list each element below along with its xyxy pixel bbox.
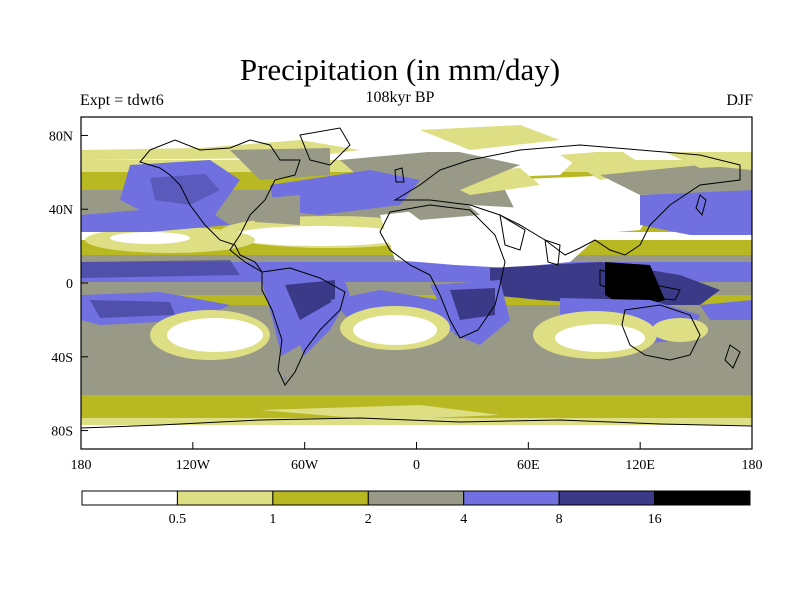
colorbar-swatch [463, 490, 560, 506]
season-label: DJF [726, 92, 753, 109]
experiment-label: Expt = tdwt6 [80, 92, 164, 109]
lat-tick-label: 40N [49, 203, 73, 218]
lat-tick-label: 80N [49, 129, 73, 144]
period-label: 108kyr BP [365, 89, 435, 106]
colorbar-label: 4 [460, 512, 467, 527]
colorbar-label: 8 [556, 512, 563, 527]
lon-tick-label: 180 [742, 458, 763, 473]
coastlines [81, 127, 752, 429]
colorbar-swatch [176, 490, 274, 506]
colorbar-swatch [367, 490, 465, 506]
colorbar-label: 2 [365, 512, 372, 527]
lon-tick-label: 120E [625, 458, 655, 473]
lat-tick-label: 0 [66, 277, 73, 292]
lon-tick-label: 120W [176, 458, 211, 473]
lon-tick-label: 180 [71, 458, 92, 473]
colorbar: 0.5 1 2 4 8 16 [81, 490, 751, 527]
precipitation-field [81, 117, 752, 449]
lat-tick-label: 80S [51, 425, 73, 440]
map-title: Precipitation (in mm/day) [239, 52, 561, 87]
colorbar-swatch [272, 490, 369, 506]
longitude-axis: 180 120W 60W 0 60E 120E 180 [71, 442, 763, 473]
lon-tick-label: 0 [413, 458, 420, 473]
colorbar-swatch [558, 490, 656, 506]
colorbar-label: 16 [648, 512, 662, 527]
colorbar-label: 1 [269, 512, 276, 527]
lat-tick-label: 40S [51, 351, 73, 366]
latitude-axis: 80N 40N 0 40S 80S [49, 129, 88, 440]
lon-tick-label: 60E [517, 458, 540, 473]
colorbar-label: 0.5 [169, 512, 187, 527]
colorbar-swatch [654, 490, 751, 506]
colorbar-swatch [81, 490, 178, 506]
lon-tick-label: 60W [291, 458, 319, 473]
